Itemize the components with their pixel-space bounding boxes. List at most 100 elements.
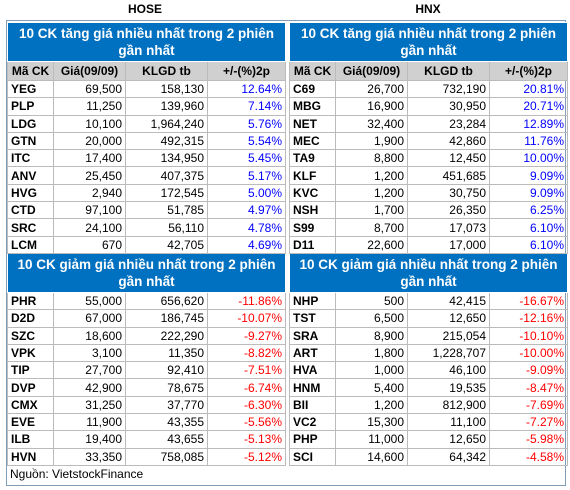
exchange-label: HOSE xyxy=(127,2,162,16)
stock-row: PLP 11,250 139,960 7.14% xyxy=(7,97,287,116)
change-pct: 4.69% xyxy=(206,235,287,254)
change-pct: 5.17% xyxy=(206,166,287,185)
ticker: SRC xyxy=(7,218,54,237)
cell: 56,110 xyxy=(125,218,208,237)
cell: 1,200 xyxy=(335,395,408,415)
cell: 69,500 xyxy=(53,79,126,99)
section-title: 10 CK giảm giá nhiều nhất trong 2 phiên … xyxy=(288,252,569,293)
change-pct: -6.74% xyxy=(206,378,287,397)
table-body: 10 CK tăng giá nhiều nhất trong 2 phiên … xyxy=(288,22,569,466)
cell: 42,860 xyxy=(407,131,490,151)
cell: 64,342 xyxy=(407,447,490,466)
cell: 23,284 xyxy=(407,114,490,133)
ticker: ART xyxy=(289,343,336,363)
change-pct: -5.12% xyxy=(206,447,287,466)
ticker: KLF xyxy=(289,166,336,185)
stock-row: TA9 8,800 12,450 10.00% xyxy=(289,149,569,168)
change-pct: -7.27% xyxy=(488,413,569,432)
cell: 11,250 xyxy=(53,97,126,116)
stock-row: HVA 1,000 46,100 -9.09% xyxy=(289,361,569,380)
stock-row: CMX 31,250 37,770 -6.30% xyxy=(7,395,287,415)
change-pct: -8.47% xyxy=(488,378,569,397)
cell: 3,100 xyxy=(53,343,126,363)
change-pct: 20.71% xyxy=(488,97,569,116)
change-pct: -5.56% xyxy=(206,413,287,432)
stock-row: HVN 33,350 758,085 -5.12% xyxy=(7,447,287,466)
ticker: PHP xyxy=(289,430,336,449)
ticker: ANV xyxy=(7,166,54,185)
change-pct: 4.78% xyxy=(206,218,287,237)
cell: 656,620 xyxy=(125,291,208,311)
section-title-row: 10 CK tăng giá nhiều nhất trong 2 phiên … xyxy=(6,22,287,62)
change-pct: 20.81% xyxy=(488,79,569,99)
cell: 134,950 xyxy=(125,149,208,168)
ticker: LDG xyxy=(7,114,54,133)
cell: 11,350 xyxy=(125,343,208,363)
cell: 43,655 xyxy=(125,430,208,449)
stock-row: EVE 11,900 43,355 -5.56% xyxy=(7,413,287,432)
ticker: HNM xyxy=(289,378,336,397)
ticker: HVA xyxy=(289,361,336,380)
cell: 172,545 xyxy=(125,183,208,203)
ticker: LCM xyxy=(7,235,54,254)
cell: 42,900 xyxy=(53,378,126,397)
stock-row: NET 32,400 23,284 12.89% xyxy=(289,114,569,133)
cell: 732,190 xyxy=(407,79,490,99)
cell: 2,940 xyxy=(53,183,126,203)
column-header: +/-(%)2p xyxy=(206,61,287,81)
section-title: 10 CK tăng giá nhiều nhất trong 2 phiên … xyxy=(6,22,287,62)
stock-row: LDG 10,100 1,964,240 5.76% xyxy=(7,114,287,133)
stock-row: DVP 42,900 78,675 -6.74% xyxy=(7,378,287,397)
change-pct: 5.76% xyxy=(206,114,287,133)
stock-row: D11 22,600 17,000 6.10% xyxy=(289,235,569,254)
ticker: C69 xyxy=(289,79,336,99)
ticker: SRA xyxy=(289,326,336,345)
cell: 11,000 xyxy=(335,430,408,449)
change-pct: 6.10% xyxy=(488,235,569,254)
column-header-row: Mã CK Giá(09/09) KLGD tb +/-(%)2p xyxy=(7,61,287,81)
cell: 222,290 xyxy=(125,326,208,345)
column-header: Giá(09/09) xyxy=(53,61,126,81)
cell: 8,700 xyxy=(335,218,408,237)
ticker: D2D xyxy=(7,309,54,328)
change-pct: -7.69% xyxy=(488,395,569,415)
cell: 92,410 xyxy=(125,361,208,380)
stock-row: HVG 2,940 172,545 5.00% xyxy=(7,183,287,203)
cell: 22,600 xyxy=(335,235,408,254)
section-title: 10 CK giảm giá nhiều nhất trong 2 phiên … xyxy=(6,252,287,293)
change-pct: -10.10% xyxy=(488,326,569,345)
ticker: ILB xyxy=(7,430,54,449)
section-title-row: 10 CK giảm giá nhiều nhất trong 2 phiên … xyxy=(288,252,569,293)
cell: 17,400 xyxy=(53,149,126,168)
footer: Nguồn: VietstockFinance xyxy=(10,467,144,481)
column-header: Mã CK xyxy=(7,61,54,81)
change-pct: 12.64% xyxy=(206,79,287,99)
cell: 19,400 xyxy=(53,430,126,449)
ticker: TST xyxy=(289,309,336,328)
ticker: TIP xyxy=(7,361,54,380)
cell: 32,400 xyxy=(335,114,408,133)
change-pct: 5.54% xyxy=(206,131,287,151)
cell: 27,700 xyxy=(53,361,126,380)
panel: 10 CK tăng giá nhiều nhất trong 2 phiên … xyxy=(6,22,287,466)
column-header: KLGD tb xyxy=(407,61,490,81)
cell: 17,073 xyxy=(407,218,490,237)
stock-row: MBG 16,900 30,950 20.71% xyxy=(289,97,569,116)
cell: 20,000 xyxy=(53,131,126,151)
stock-row: ART 1,800 1,228,707 -10.00% xyxy=(289,343,569,363)
ticker: MBG xyxy=(289,97,336,116)
change-pct: -6.30% xyxy=(206,395,287,415)
cell: 78,675 xyxy=(125,378,208,397)
cell: 15,300 xyxy=(335,413,408,432)
change-pct: -7.51% xyxy=(206,361,287,380)
cell: 55,000 xyxy=(53,291,126,311)
change-pct: 10.00% xyxy=(488,149,569,168)
cell: 8,900 xyxy=(335,326,408,345)
cell: 1,700 xyxy=(335,201,408,220)
ticker: VC2 xyxy=(289,413,336,432)
section-title-row: 10 CK tăng giá nhiều nhất trong 2 phiên … xyxy=(288,22,569,62)
cell: 37,770 xyxy=(125,395,208,415)
cell: 12,650 xyxy=(407,430,490,449)
section-title: 10 CK tăng giá nhiều nhất trong 2 phiên … xyxy=(288,22,569,62)
